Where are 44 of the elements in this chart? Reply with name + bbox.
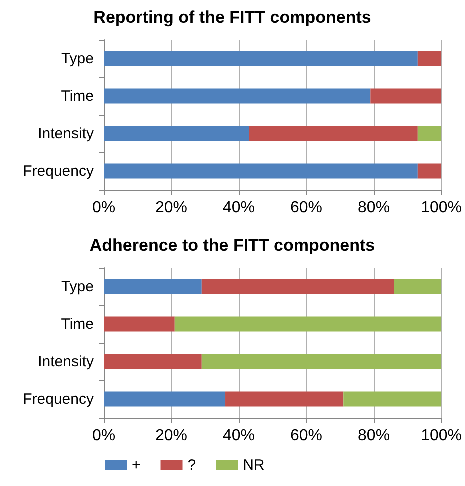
bar bbox=[104, 88, 371, 104]
x-tick-label: 20% bbox=[155, 200, 188, 216]
x-tick-label: 0% bbox=[92, 428, 116, 444]
x-tick-label: 80% bbox=[358, 428, 390, 444]
x-tick-label: 0% bbox=[92, 200, 116, 216]
x-tick-label: 100% bbox=[421, 200, 462, 216]
bar bbox=[249, 126, 418, 142]
bar bbox=[202, 354, 442, 370]
bar bbox=[104, 51, 418, 66]
x-tick-label: 100% bbox=[421, 428, 462, 444]
bar bbox=[344, 392, 442, 407]
legend-label: ? bbox=[188, 457, 196, 474]
bar bbox=[226, 392, 344, 407]
y-tick-label: Time bbox=[61, 88, 94, 105]
chart-title: Reporting of the FITT components bbox=[94, 8, 372, 27]
bar bbox=[370, 88, 442, 104]
legend-label: NR bbox=[243, 457, 265, 474]
bar bbox=[418, 164, 442, 179]
bar bbox=[174, 316, 442, 332]
bar bbox=[104, 279, 202, 294]
bar bbox=[104, 354, 202, 370]
y-tick-label: Frequency bbox=[23, 162, 94, 180]
legend-label: + bbox=[132, 457, 141, 474]
bar bbox=[202, 279, 394, 294]
bar bbox=[394, 279, 442, 294]
x-tick-label: 40% bbox=[223, 200, 256, 216]
y-tick-label: Time bbox=[61, 316, 94, 333]
y-tick-label: Frequency bbox=[23, 390, 94, 408]
y-tick-label: Intensity bbox=[38, 353, 94, 370]
y-tick-label: Type bbox=[61, 50, 94, 68]
bar bbox=[418, 51, 442, 66]
x-tick-label: 60% bbox=[290, 428, 323, 444]
x-tick-label: 20% bbox=[155, 428, 188, 444]
bar bbox=[104, 392, 226, 407]
x-tick-label: 60% bbox=[290, 200, 323, 216]
bar bbox=[104, 316, 175, 332]
y-tick-label: Type bbox=[61, 278, 94, 296]
bar bbox=[418, 126, 442, 142]
bar bbox=[104, 164, 418, 179]
y-tick-label: Intensity bbox=[38, 125, 94, 142]
chart-title: Adherence to the FITT components bbox=[90, 236, 376, 255]
x-tick-label: 80% bbox=[358, 200, 390, 216]
x-tick-label: 40% bbox=[223, 428, 256, 444]
bar bbox=[104, 126, 250, 142]
